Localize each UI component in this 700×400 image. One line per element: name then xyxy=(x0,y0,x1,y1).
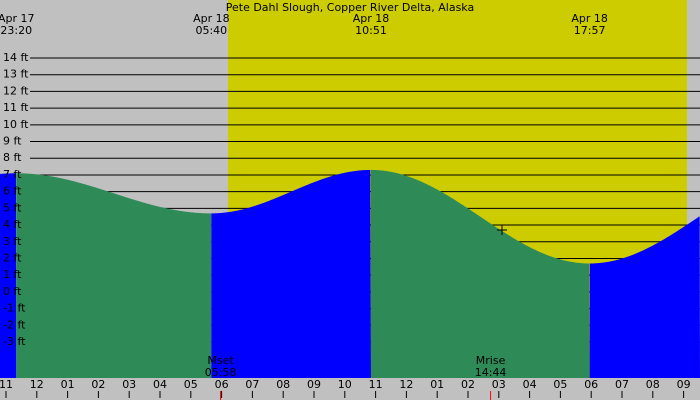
extreme-date: Apr 18 xyxy=(571,12,608,25)
tide-area xyxy=(0,173,17,378)
extreme-date: Apr 17 xyxy=(0,12,35,25)
hour-label: 12 xyxy=(30,378,44,391)
hour-label: 02 xyxy=(91,378,105,391)
hour-label: 10 xyxy=(338,378,352,391)
hour-label: 04 xyxy=(153,378,167,391)
hour-label: 11 xyxy=(0,378,13,391)
y-tick-label: 3 ft xyxy=(3,235,22,248)
y-tick-label: 4 ft xyxy=(3,218,22,231)
y-tick-label: -1 ft xyxy=(3,302,26,315)
extreme-date: Apr 18 xyxy=(353,12,390,25)
y-tick-label: 10 ft xyxy=(3,118,29,131)
hour-label: 09 xyxy=(677,378,691,391)
hour-label: 07 xyxy=(245,378,259,391)
y-tick-label: 9 ft xyxy=(3,135,22,148)
hour-label: 05 xyxy=(553,378,567,391)
hour-label: 06 xyxy=(215,378,229,391)
extreme-date: Apr 18 xyxy=(193,12,230,25)
hour-label: 09 xyxy=(307,378,321,391)
y-tick-label: 8 ft xyxy=(3,151,22,164)
tide-area xyxy=(370,169,590,378)
hour-label: 11 xyxy=(369,378,383,391)
y-tick-label: 13 ft xyxy=(3,68,29,81)
hour-label: 12 xyxy=(399,378,413,391)
y-tick-label: -2 ft xyxy=(3,318,26,331)
hour-label: 05 xyxy=(184,378,198,391)
y-tick-label: 12 ft xyxy=(3,84,29,97)
y-tick-label: 2 ft xyxy=(3,251,22,264)
moon-event-time: 14:44 xyxy=(475,366,507,379)
hour-label: 01 xyxy=(61,378,75,391)
hour-label: 03 xyxy=(122,378,136,391)
y-tick-label: 14 ft xyxy=(3,51,29,64)
hour-label: 03 xyxy=(492,378,506,391)
y-tick-label: 6 ft xyxy=(3,185,22,198)
y-tick-label: 5 ft xyxy=(3,201,22,214)
hour-label: 08 xyxy=(646,378,660,391)
moon-event-label: Mset xyxy=(207,354,234,367)
hour-label: 08 xyxy=(276,378,290,391)
moon-event-label: Mrise xyxy=(476,354,506,367)
y-tick-label: 11 ft xyxy=(3,101,29,114)
y-tick-label: 0 ft xyxy=(3,285,22,298)
tide-area xyxy=(211,169,371,378)
current-time-marker xyxy=(497,225,507,235)
y-tick-label: 7 ft xyxy=(3,168,22,181)
tide-area xyxy=(16,173,212,378)
moon-event-time: 05:58 xyxy=(205,366,237,379)
hour-label: 01 xyxy=(430,378,444,391)
extreme-time: 17:57 xyxy=(574,24,606,37)
hour-label: 06 xyxy=(584,378,598,391)
extreme-time: 10:51 xyxy=(355,24,387,37)
hour-label: 04 xyxy=(523,378,537,391)
extreme-time: 05:40 xyxy=(195,24,227,37)
hour-label: 07 xyxy=(615,378,629,391)
chart-title: Pete Dahl Slough, Copper River Delta, Al… xyxy=(226,1,474,14)
y-tick-label: -3 ft xyxy=(3,335,26,348)
tide-area xyxy=(589,216,700,378)
y-tick-label: 1 ft xyxy=(3,268,22,281)
extreme-time: 23:20 xyxy=(0,24,32,37)
hour-label: 02 xyxy=(461,378,475,391)
